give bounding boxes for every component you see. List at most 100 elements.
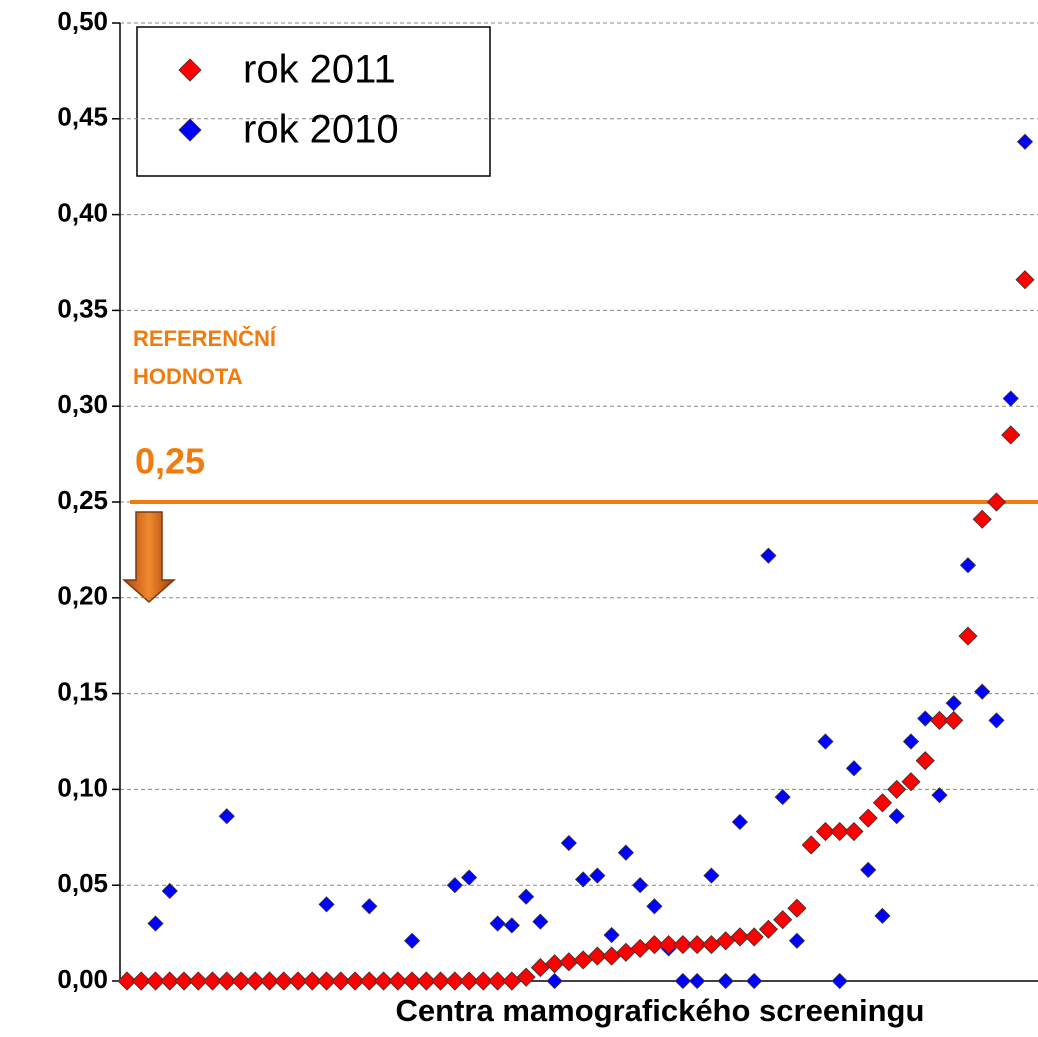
point — [147, 915, 164, 932]
point — [188, 971, 208, 991]
y-tick-label: 0,05 — [57, 868, 108, 898]
point — [717, 972, 734, 990]
point — [788, 932, 806, 949]
point — [988, 712, 1005, 729]
point — [402, 971, 422, 991]
point — [117, 971, 137, 991]
point — [616, 942, 636, 962]
point — [760, 547, 777, 564]
point — [546, 972, 563, 990]
point — [872, 793, 893, 813]
point — [388, 971, 408, 991]
y-tick-label: 0,00 — [57, 964, 108, 994]
point — [489, 915, 506, 932]
point — [559, 952, 579, 972]
point — [431, 971, 451, 991]
point — [318, 896, 335, 913]
point — [830, 821, 850, 842]
y-tick-label: 0,45 — [57, 102, 108, 132]
point — [231, 971, 251, 991]
point — [575, 871, 592, 888]
y-tick-label: 0,35 — [57, 293, 108, 323]
point — [573, 950, 593, 970]
point — [888, 808, 905, 825]
y-tick-label: 0,20 — [57, 581, 108, 611]
y-tick-label: 0,15 — [57, 676, 108, 706]
reference-text: HODNOTA — [133, 364, 243, 389]
point — [545, 954, 565, 974]
point — [644, 935, 664, 955]
point — [701, 935, 721, 955]
point — [917, 710, 934, 727]
point — [630, 938, 650, 958]
point — [887, 779, 907, 799]
point — [459, 971, 479, 991]
point — [986, 492, 1007, 512]
point — [931, 787, 948, 804]
point — [1001, 425, 1021, 445]
point — [674, 972, 691, 990]
point — [1015, 270, 1035, 290]
point — [915, 751, 935, 771]
point — [632, 877, 649, 894]
point — [944, 710, 964, 730]
point — [218, 808, 235, 825]
point — [160, 971, 180, 991]
point — [502, 971, 522, 991]
point — [902, 733, 920, 750]
point — [331, 971, 351, 991]
point — [731, 813, 748, 831]
reference-value: 0,25 — [135, 441, 205, 482]
legend-label: rok 2011 — [243, 48, 396, 92]
point — [901, 772, 921, 792]
point — [1002, 390, 1019, 407]
y-tick-label: 0,40 — [57, 197, 108, 227]
point — [689, 972, 706, 990]
point — [730, 927, 750, 947]
reference-arrow — [122, 511, 176, 603]
y-tick-label: 0,50 — [57, 6, 108, 36]
point — [815, 821, 836, 842]
legend-marker — [178, 118, 202, 142]
point — [860, 861, 877, 878]
y-tick-label: 0,10 — [57, 772, 108, 802]
point — [787, 898, 807, 918]
point — [858, 808, 878, 828]
point — [145, 971, 166, 991]
legend-box — [136, 26, 491, 177]
point — [603, 926, 620, 944]
point — [302, 971, 322, 991]
point — [744, 927, 764, 947]
point — [659, 935, 679, 955]
point — [274, 971, 294, 991]
point — [161, 882, 178, 900]
point — [404, 932, 421, 949]
point — [958, 626, 978, 646]
point — [845, 760, 863, 777]
point — [716, 931, 736, 951]
point — [288, 971, 308, 991]
point — [518, 888, 535, 905]
point — [945, 695, 962, 712]
y-tick-label: 0,30 — [57, 389, 108, 419]
point — [758, 919, 778, 939]
point — [530, 958, 550, 978]
point — [503, 917, 520, 934]
point — [773, 910, 793, 930]
point — [874, 907, 891, 924]
point — [131, 971, 151, 991]
point — [473, 971, 493, 991]
point — [259, 971, 280, 991]
point — [532, 913, 549, 930]
y-tick-label: 0,25 — [57, 485, 108, 515]
point — [202, 971, 223, 991]
point — [703, 867, 720, 884]
point — [217, 971, 237, 991]
point — [445, 971, 465, 991]
point — [673, 935, 693, 955]
point — [361, 898, 378, 915]
point — [461, 869, 478, 886]
legend-marker — [178, 58, 202, 82]
